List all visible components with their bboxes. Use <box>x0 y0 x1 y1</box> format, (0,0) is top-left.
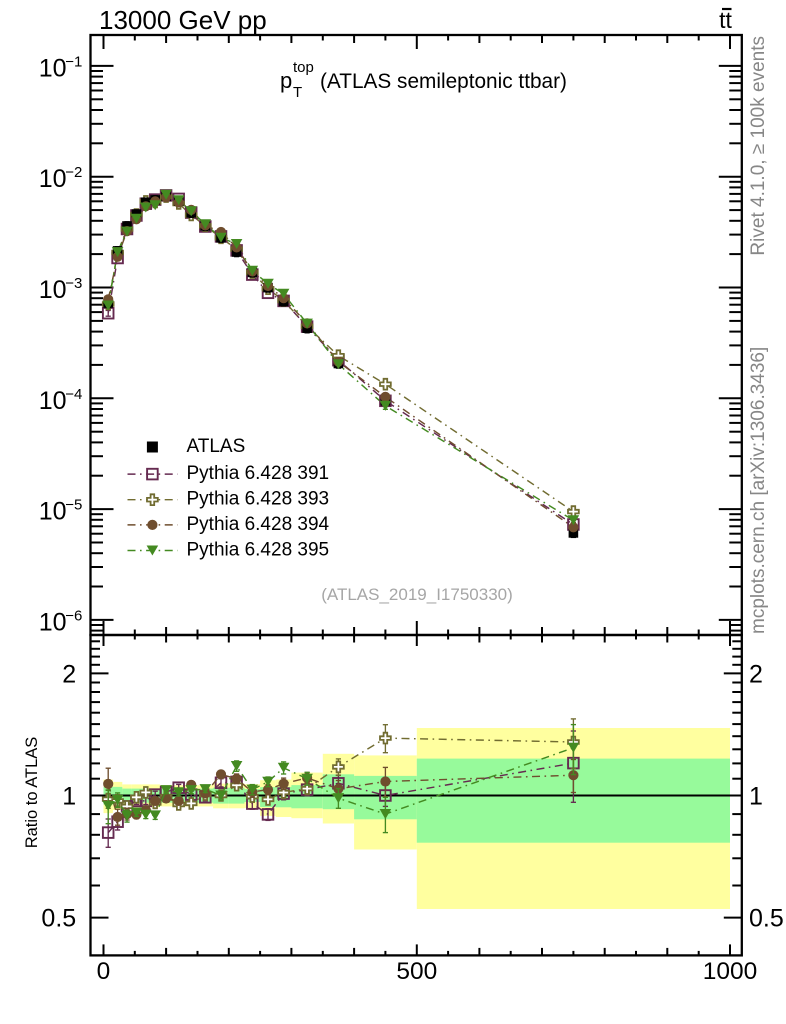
svg-text:1: 1 <box>62 783 76 811</box>
svg-text:10: 10 <box>39 608 67 636</box>
svg-text:Rivet 4.1.0, ≥ 100k events: Rivet 4.1.0, ≥ 100k events <box>748 36 769 256</box>
svg-text:(ATLAS_2019_I1750330): (ATLAS_2019_I1750330) <box>321 585 513 604</box>
svg-text:2: 2 <box>749 660 763 688</box>
svg-text:−4: −4 <box>65 386 82 403</box>
svg-text:p: p <box>280 68 292 93</box>
svg-text:T: T <box>293 84 302 101</box>
svg-text:2: 2 <box>62 660 76 688</box>
svg-text:Ratio to ATLAS: Ratio to ATLAS <box>23 737 41 849</box>
svg-text:500: 500 <box>396 958 437 985</box>
svg-text:0: 0 <box>97 958 111 985</box>
svg-text:top: top <box>293 59 314 76</box>
svg-text:(ATLAS semileptonic ttbar): (ATLAS semileptonic ttbar) <box>320 70 567 93</box>
svg-text:Pythia 6.428 391: Pythia 6.428 391 <box>187 463 330 484</box>
svg-text:10: 10 <box>39 165 67 193</box>
svg-text:Pythia 6.428 393: Pythia 6.428 393 <box>187 489 330 510</box>
svg-text:10: 10 <box>39 498 67 526</box>
svg-text:ATLAS: ATLAS <box>187 436 246 457</box>
svg-text:13000 GeV pp: 13000 GeV pp <box>99 5 267 35</box>
svg-text:10: 10 <box>39 387 67 415</box>
svg-text:1000: 1000 <box>703 958 758 985</box>
svg-text:0.5: 0.5 <box>749 905 784 933</box>
svg-text:−5: −5 <box>65 497 82 514</box>
svg-text:−3: −3 <box>65 275 82 292</box>
svg-text:10: 10 <box>39 54 67 82</box>
svg-text:−6: −6 <box>65 607 82 624</box>
svg-text:10: 10 <box>39 276 67 304</box>
svg-text:Pythia 6.428 395: Pythia 6.428 395 <box>187 540 330 561</box>
svg-text:Pythia 6.428 394: Pythia 6.428 394 <box>187 514 330 535</box>
svg-text:−2: −2 <box>65 164 82 181</box>
svg-text:tt: tt <box>719 7 732 33</box>
svg-text:mcplots.cern.ch [arXiv:1306.34: mcplots.cern.ch [arXiv:1306.3436] <box>748 347 769 634</box>
svg-text:−1: −1 <box>65 53 82 70</box>
svg-text:0.5: 0.5 <box>41 905 76 933</box>
svg-text:1: 1 <box>749 783 763 811</box>
